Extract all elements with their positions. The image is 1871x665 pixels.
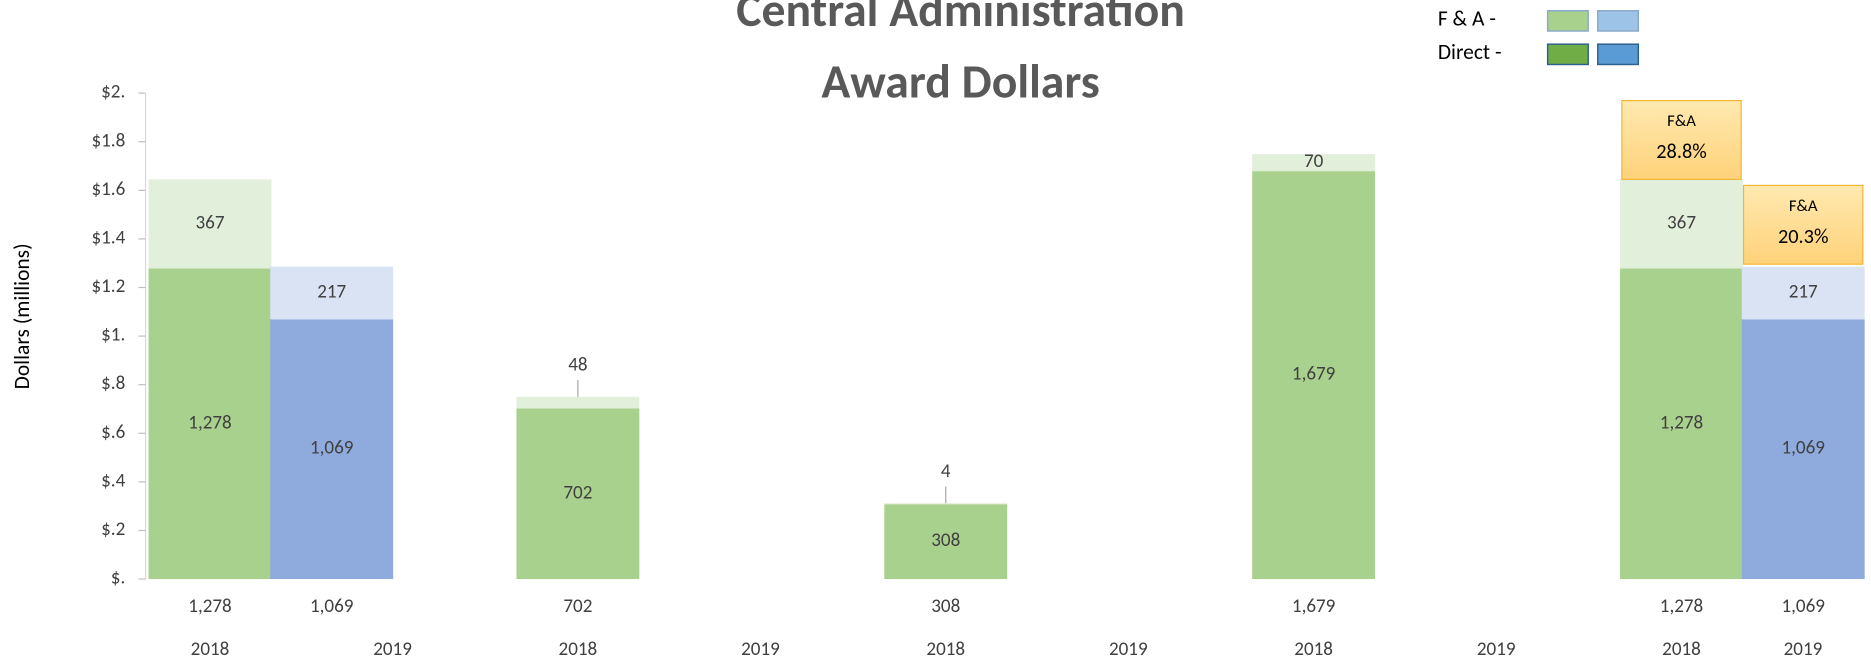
legend-swatch (1546, 43, 1589, 66)
bar-segment (516, 396, 640, 409)
data-label: 308 (931, 529, 960, 552)
y-axis-title: Dollars (millions) (9, 243, 35, 389)
direct-total-label: 1,278 (188, 595, 231, 618)
y-tick-label: $.6 (101, 421, 125, 444)
y-tick-label: $1. (101, 324, 125, 347)
legend-swatch (1546, 10, 1589, 32)
bar-segment (148, 179, 272, 269)
y-tick-label: $.2 (101, 518, 125, 541)
legend-label: Direct - (1438, 39, 1502, 65)
x-tick-label: 2018 (191, 638, 230, 661)
bar-segment (270, 319, 394, 580)
data-label: 1,278 (188, 411, 231, 434)
direct-total-label: 1,679 (1292, 595, 1336, 618)
x-tick-label: 2018 (1294, 638, 1333, 661)
x-tick-label: 2019 (373, 638, 412, 661)
x-tick-label: 2019 (1784, 638, 1823, 661)
y-tick-label: $1.8 (91, 129, 125, 152)
data-label: 1,069 (310, 437, 354, 460)
x-tick-label: 2018 (926, 638, 965, 661)
y-tick-label: $1.4 (91, 226, 125, 249)
bar-segment (1620, 268, 1743, 580)
data-label: 70 (1304, 150, 1324, 173)
data-label: 367 (1667, 212, 1696, 235)
y-tick-label: $.4 (101, 469, 125, 492)
direct-total-label: 702 (563, 595, 592, 618)
x-tick-label: 2019 (1477, 638, 1516, 661)
y-tick-label: $1.6 (91, 178, 125, 201)
chart-title: Central Administration (736, 0, 1185, 39)
data-label: 1,069 (1782, 437, 1826, 460)
annotation-value: 28.8% (1656, 140, 1706, 164)
data-label: 1,278 (1660, 411, 1703, 434)
legend-label: F & A - (1438, 5, 1496, 31)
chart-title: Award Dollars (821, 53, 1099, 111)
data-label: 217 (317, 281, 346, 304)
x-tick-label: 2018 (559, 638, 598, 661)
legend-swatch (1597, 10, 1640, 32)
direct-total-label: 1,069 (310, 595, 354, 618)
y-tick-label: $. (111, 567, 125, 590)
data-label: 1,679 (1292, 363, 1336, 386)
bar-segment (1741, 319, 1865, 580)
bar-segment (1620, 179, 1743, 269)
y-tick-label: $2. (101, 81, 125, 104)
x-tick-label: 2018 (1662, 638, 1701, 661)
y-tick-label: $1.2 (91, 275, 125, 298)
bar-segment (516, 408, 640, 580)
annotation-box (1621, 99, 1742, 180)
direct-total-label: 1,069 (1782, 595, 1826, 618)
legend-swatch (1597, 43, 1640, 66)
x-tick-label: 2019 (1109, 638, 1148, 661)
data-label: 4 (941, 460, 951, 483)
data-label: 702 (563, 481, 592, 504)
bar-segment (148, 268, 272, 580)
bar-segment (270, 266, 394, 320)
direct-total-label: 1,278 (1660, 595, 1703, 618)
x-tick-label: 2019 (741, 638, 780, 661)
annotation-box (1742, 184, 1864, 265)
y-tick-label: $.8 (101, 372, 125, 395)
data-label: 48 (568, 353, 587, 376)
data-label: 217 (1789, 281, 1818, 304)
bar-segment (1252, 171, 1376, 580)
bar-segment (884, 503, 1008, 505)
bar-segment (884, 504, 1008, 580)
annotation-value: 20.3% (1778, 225, 1828, 249)
annotation-title: F&A (1667, 111, 1696, 131)
annotation-title: F&A (1789, 196, 1818, 216)
bar-segment (1741, 266, 1865, 320)
data-label: 367 (196, 212, 225, 235)
direct-total-label: 308 (931, 595, 960, 618)
bar-segment (1252, 154, 1376, 172)
